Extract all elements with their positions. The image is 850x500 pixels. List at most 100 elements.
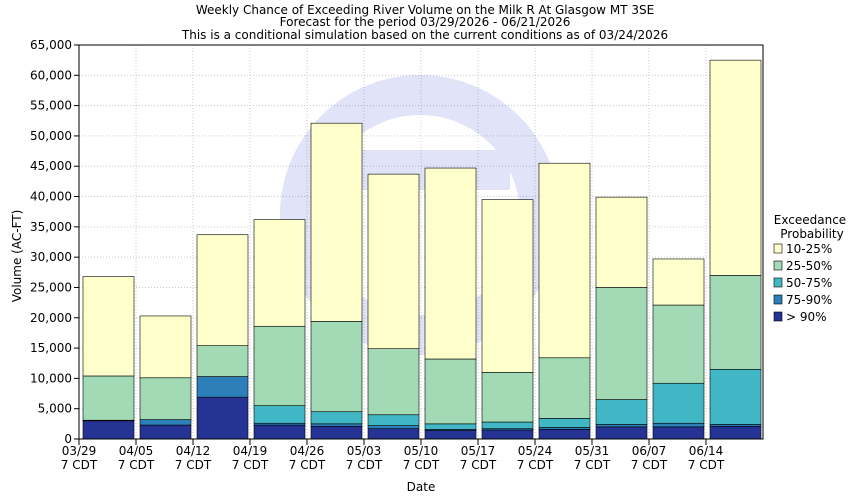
bar-segment-1	[367, 428, 420, 440]
legend-swatch	[773, 260, 783, 271]
bar-segment-3	[367, 414, 420, 426]
bar-segment-4	[481, 372, 534, 423]
x-tick-label: 04/12	[176, 444, 211, 458]
bar-segment-4	[595, 287, 648, 400]
y-tick-label: 60,000	[30, 68, 72, 82]
bar-segment-4	[139, 377, 192, 420]
x-tick-sublabel: 7 CDT	[517, 458, 554, 472]
bar-segment-1	[538, 429, 591, 440]
bar-segment-5	[82, 276, 135, 377]
bar-segment-1	[595, 426, 648, 440]
y-tick-label: 55,000	[30, 99, 72, 113]
bar-segment-3	[424, 423, 477, 430]
bar-segment-4	[82, 375, 135, 421]
x-tick-label: 04/26	[290, 444, 325, 458]
x-tick-sublabel: 7 CDT	[574, 458, 611, 472]
x-tick-sublabel: 7 CDT	[61, 458, 98, 472]
bar-segment-5	[538, 162, 591, 359]
legend-label: > 90%	[786, 310, 827, 324]
bar-segment-5	[196, 234, 249, 346]
bar-segment-2	[652, 422, 705, 428]
x-tick-sublabel: 7 CDT	[289, 458, 326, 472]
bar-stack-04-26	[310, 122, 363, 440]
x-tick-sublabel: 7 CDT	[175, 458, 212, 472]
bar-segment-1	[481, 429, 534, 440]
bar-segment-3	[652, 382, 705, 424]
x-tick-sublabel: 7 CDT	[118, 458, 155, 472]
legend-swatch	[773, 294, 783, 305]
x-tick-sublabel: 7 CDT	[346, 458, 383, 472]
legend-label: 10-25%	[786, 242, 832, 256]
y-axis-label: Volume (AC-FT)	[10, 210, 24, 303]
legend-label: 25-50%	[786, 259, 832, 273]
x-tick-sublabel: 7 CDT	[232, 458, 269, 472]
bar-stacks	[82, 59, 762, 440]
x-tick-sublabel: 7 CDT	[688, 458, 725, 472]
bar-stack-04-19	[253, 219, 306, 440]
bar-segment-3	[595, 399, 648, 425]
bar-segment-1	[196, 396, 249, 440]
y-tick-label: 0	[64, 432, 72, 446]
bar-segment-4	[709, 275, 762, 370]
bar-segment-5	[139, 315, 192, 379]
bar-stack-05-17	[481, 199, 534, 440]
bar-stack-06-14	[709, 59, 762, 440]
bar-segment-4	[253, 325, 306, 406]
x-tick-label: 03/29	[62, 444, 97, 458]
bar-segment-5	[709, 59, 762, 276]
legend-swatch	[773, 243, 783, 254]
chart-title: Weekly Chance of Exceeding River Volume …	[196, 3, 654, 17]
y-tick-label: 45,000	[30, 159, 72, 173]
bar-segment-3	[481, 421, 534, 429]
bar-segment-2	[310, 423, 363, 427]
bar-segment-4	[652, 304, 705, 384]
bar-segment-2	[367, 425, 420, 429]
bar-stack-04-05	[139, 315, 192, 440]
x-tick-label: 06/14	[689, 444, 724, 458]
bar-segment-4	[367, 348, 420, 416]
x-tick-sublabel: 7 CDT	[403, 458, 440, 472]
bar-stack-05-10	[424, 167, 477, 440]
legend-title-line1: Exceedance	[774, 213, 846, 227]
bar-stack-05-31	[595, 196, 648, 440]
bar-segment-4	[424, 358, 477, 425]
x-tick-sublabel: 7 CDT	[460, 458, 497, 472]
x-tick-label: 05/31	[575, 444, 610, 458]
bar-segment-3	[253, 405, 306, 424]
y-axis-ticks: 0 5,000 10,000 15,000 20,000 25,000 30,000 35,0…	[30, 38, 79, 446]
bar-segment-1	[709, 425, 762, 440]
x-tick-label: 05/17	[461, 444, 496, 458]
bar-segment-3	[538, 418, 591, 428]
legend-swatch	[773, 277, 783, 288]
y-tick-label: 35,000	[30, 220, 72, 234]
bar-segment-2	[196, 376, 249, 398]
bar-stack-03-29	[82, 276, 135, 440]
bar-segment-5	[310, 122, 363, 322]
bar-segment-1	[139, 424, 192, 440]
y-tick-label: 50,000	[30, 129, 72, 143]
legend-items: 10-25% 25-50% 50-75% 75-90% > 90%	[773, 242, 832, 324]
x-tick-label: 04/05	[119, 444, 154, 458]
bar-segment-1	[310, 425, 363, 440]
legend: Exceedance Probability 10-25% 25-50% 50-75…	[773, 213, 846, 324]
bar-segment-5	[595, 196, 648, 288]
y-tick-label: 30,000	[30, 250, 72, 264]
bar-segment-4	[538, 357, 591, 419]
bar-stack-05-24	[538, 162, 591, 440]
bar-segment-1	[82, 420, 135, 440]
bar-stack-06-07	[652, 258, 705, 440]
bar-segment-2	[139, 419, 192, 426]
bar-segment-2	[595, 424, 648, 428]
y-tick-label: 5,000	[38, 402, 72, 416]
bar-stack-05-03	[367, 173, 420, 440]
y-tick-label: 25,000	[30, 280, 72, 294]
bar-segment-5	[253, 219, 306, 327]
bar-segment-5	[424, 167, 477, 360]
y-tick-label: 10,000	[30, 371, 72, 385]
y-tick-label: 40,000	[30, 190, 72, 204]
x-axis-label: Date	[407, 480, 436, 494]
x-tick-label: 04/19	[233, 444, 268, 458]
bar-segment-1	[652, 426, 705, 440]
